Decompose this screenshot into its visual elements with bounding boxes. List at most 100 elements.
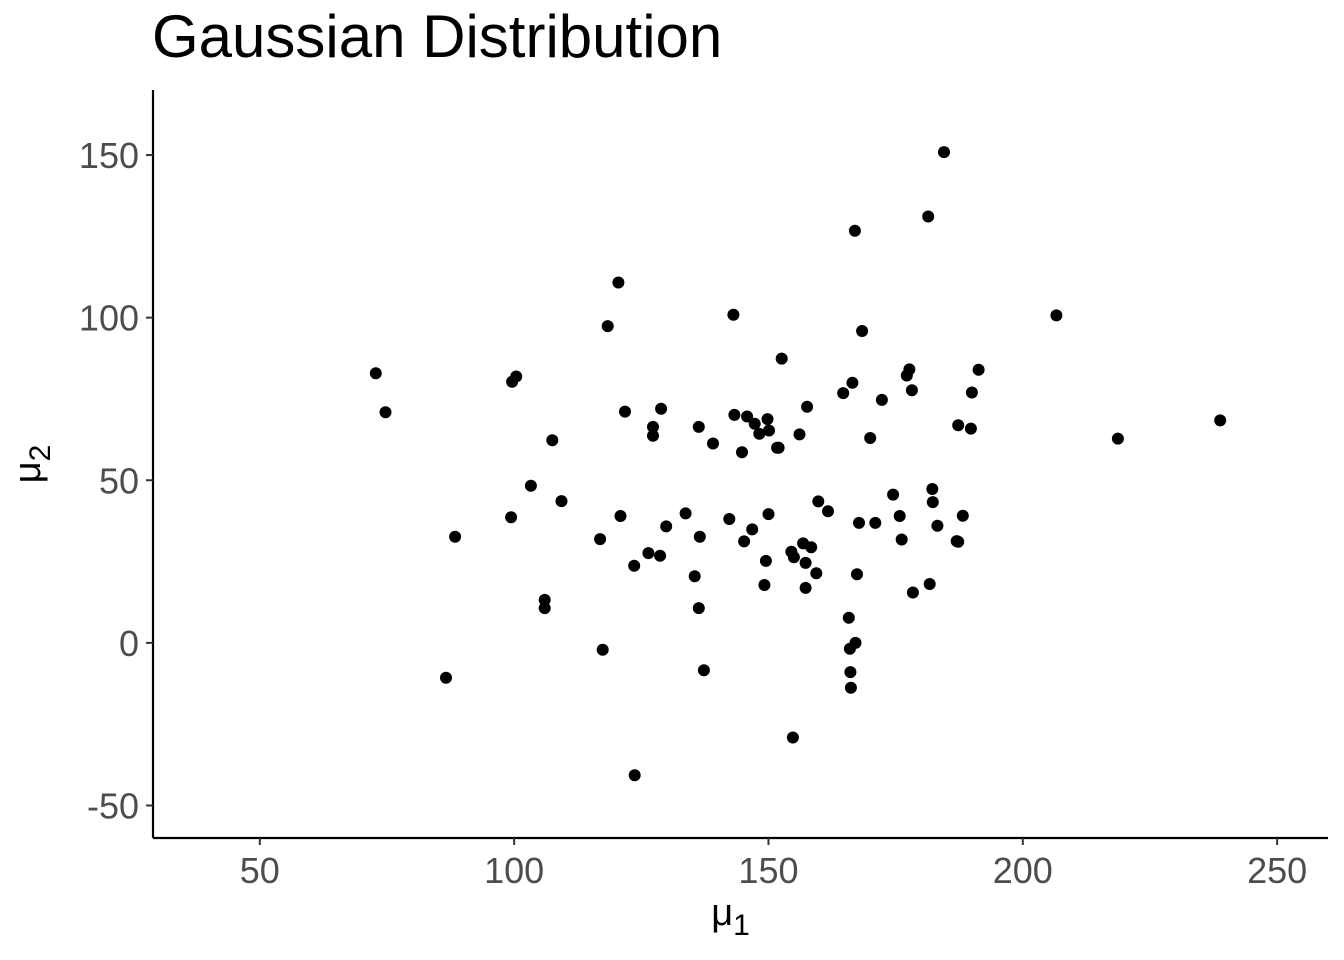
data-point <box>875 393 888 406</box>
data-point <box>728 408 741 421</box>
data-point <box>1111 432 1124 445</box>
data-point <box>972 363 985 376</box>
data-point <box>965 386 978 399</box>
data-point <box>654 549 667 562</box>
data-point <box>952 535 965 548</box>
data-point <box>844 666 857 679</box>
data-point <box>848 224 861 237</box>
data-point <box>903 363 916 376</box>
data-point <box>594 533 607 546</box>
y-tick-label: 50 <box>99 460 139 501</box>
data-point <box>524 479 537 492</box>
data-point <box>846 376 859 389</box>
data-point <box>926 483 939 495</box>
data-point <box>775 352 788 365</box>
data-point <box>692 602 705 615</box>
data-point <box>864 432 877 444</box>
data-point <box>763 424 775 437</box>
data-point <box>952 419 965 432</box>
data-point <box>761 413 774 426</box>
data-point <box>759 554 772 567</box>
data-point <box>837 387 850 400</box>
x-tick-label: 150 <box>738 850 798 891</box>
x-tick-label: 200 <box>993 850 1053 891</box>
x-axis-label-symbol: μ <box>711 892 733 934</box>
x-axis-label-subscript: 1 <box>733 909 750 942</box>
data-point <box>842 611 855 624</box>
data-point <box>799 581 812 594</box>
data-point <box>628 769 641 782</box>
data-point <box>822 505 834 518</box>
data-point <box>1214 414 1227 427</box>
data-point <box>697 664 710 677</box>
data-point <box>379 406 392 419</box>
y-axis-label-subscript: 2 <box>24 445 57 462</box>
y-axis-ticks: -50 0 50 100 150 <box>79 135 153 826</box>
data-point <box>758 579 771 591</box>
data-point <box>642 547 655 560</box>
data-point <box>793 428 806 441</box>
data-point <box>693 530 706 543</box>
data-point <box>887 488 900 501</box>
data-point <box>923 578 936 590</box>
data-point <box>601 320 614 333</box>
data-point <box>1050 309 1063 322</box>
data-point <box>787 551 800 564</box>
y-tick-label: -50 <box>87 785 139 826</box>
data-point <box>746 523 759 536</box>
data-point <box>893 510 906 522</box>
data-point <box>786 731 799 744</box>
data-point <box>853 516 865 529</box>
data-point <box>612 276 625 289</box>
data-point <box>655 402 668 415</box>
data-point <box>753 427 766 440</box>
data-point <box>812 495 825 508</box>
x-tick-label: 50 <box>240 850 280 891</box>
data-point <box>738 535 751 548</box>
x-axis-ticks: 50 100 150 200 250 <box>240 838 1307 891</box>
data-point <box>762 508 775 521</box>
data-point <box>964 422 977 435</box>
data-point <box>688 570 701 583</box>
y-tick-label: 100 <box>79 298 139 339</box>
points-layer <box>369 146 1227 782</box>
data-point <box>956 509 969 522</box>
data-point <box>679 507 692 520</box>
data-point <box>449 530 462 543</box>
y-axis-label-symbol: μ <box>7 461 49 483</box>
data-point <box>810 567 823 580</box>
data-point <box>869 516 882 529</box>
chart-title: Gaussian Distribution <box>152 3 723 70</box>
data-point <box>736 446 748 459</box>
y-tick-label: 150 <box>79 135 139 176</box>
data-point <box>922 210 935 223</box>
data-point <box>505 511 518 524</box>
data-point <box>369 367 382 380</box>
data-point <box>596 643 609 656</box>
data-point <box>851 568 863 581</box>
data-point <box>440 671 452 684</box>
y-tick-label: 0 <box>119 623 139 664</box>
data-point <box>628 559 641 572</box>
data-point <box>741 410 754 423</box>
data-point <box>801 400 814 413</box>
data-point <box>926 496 939 509</box>
data-point <box>856 325 869 337</box>
data-point <box>772 441 785 454</box>
data-point <box>748 417 761 430</box>
data-point <box>546 434 559 447</box>
data-point <box>619 405 631 418</box>
y-axis-label: μ2 <box>7 445 57 484</box>
data-point <box>906 586 919 599</box>
data-point <box>931 519 944 532</box>
data-point <box>895 533 908 546</box>
data-point <box>647 429 659 442</box>
data-point <box>660 520 673 533</box>
data-point <box>844 681 857 694</box>
data-point <box>905 384 918 397</box>
x-tick-label: 100 <box>484 850 544 891</box>
data-point <box>799 556 812 569</box>
data-point <box>707 437 719 450</box>
data-point <box>849 636 862 649</box>
